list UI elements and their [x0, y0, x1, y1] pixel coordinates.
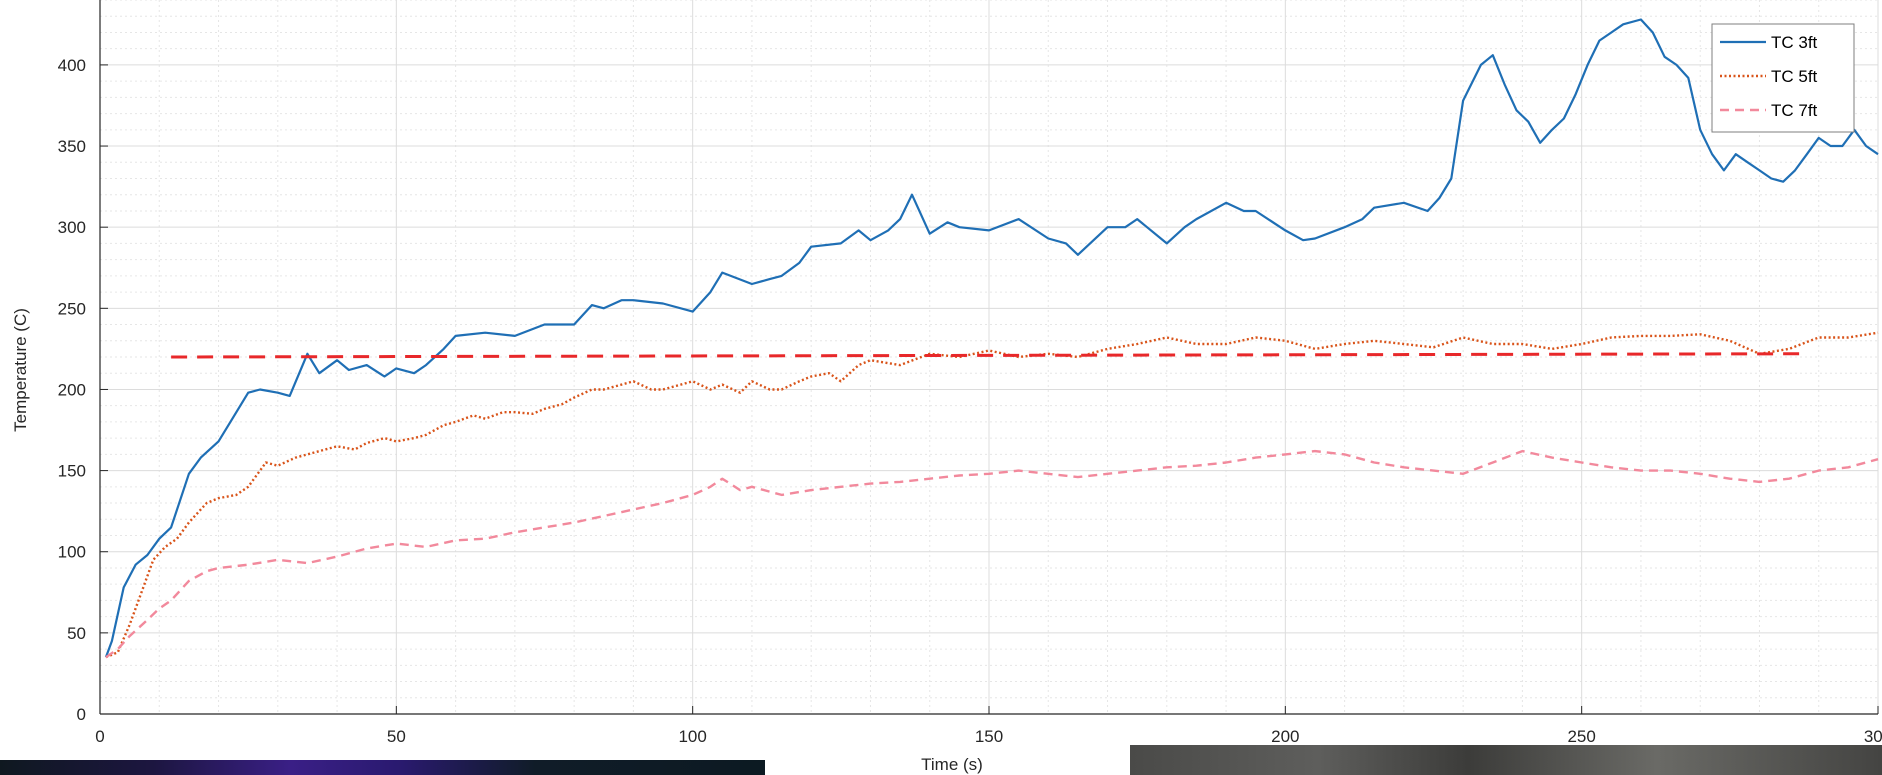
y-axis-label: Temperature (C)	[11, 308, 30, 432]
legend-label: TC 5ft	[1771, 67, 1818, 86]
y-tick-label: 400	[58, 56, 86, 75]
y-tick-label: 50	[67, 624, 86, 643]
y-tick-label: 150	[58, 462, 86, 481]
y-tick-label: 350	[58, 137, 86, 156]
x-axis-label: Time (s)	[921, 755, 983, 774]
series-line-tc-7ft	[105, 449, 1879, 659]
photo-strip	[1130, 745, 1882, 775]
y-tick-label: 250	[58, 299, 86, 318]
x-tick-label: 0	[95, 727, 104, 746]
x-tick-label: 200	[1271, 727, 1299, 746]
tick-labels: 0 50 100 150 200 250 300 0 50 100 150 200 250 300 350 4…	[58, 56, 1882, 746]
legend: TC 3ft TC 5ft TC 7ft	[1711, 23, 1855, 133]
x-tick-label: 300	[1864, 727, 1882, 746]
legend-items: TC 3ft TC 5ft TC 7ft	[1720, 33, 1818, 120]
y-tick-label: 200	[58, 380, 86, 399]
legend-label: TC 3ft	[1771, 33, 1818, 52]
series-line-tc-3ft	[104, 18, 1879, 658]
series-line-tc-5ft	[105, 331, 1879, 659]
y-tick-label: 0	[77, 705, 86, 724]
x-tick-label: 50	[387, 727, 406, 746]
x-tick-label: 150	[975, 727, 1003, 746]
reference-line	[171, 352, 1807, 359]
series-layer	[104, 18, 1879, 659]
y-tick-label: 100	[58, 543, 86, 562]
legend-label: TC 7ft	[1771, 101, 1818, 120]
reference-line-layer	[171, 352, 1807, 359]
y-tick-label: 300	[58, 218, 86, 237]
x-tick-label: 250	[1567, 727, 1595, 746]
thermal-image-strip	[0, 760, 765, 775]
x-tick-label: 100	[678, 727, 706, 746]
